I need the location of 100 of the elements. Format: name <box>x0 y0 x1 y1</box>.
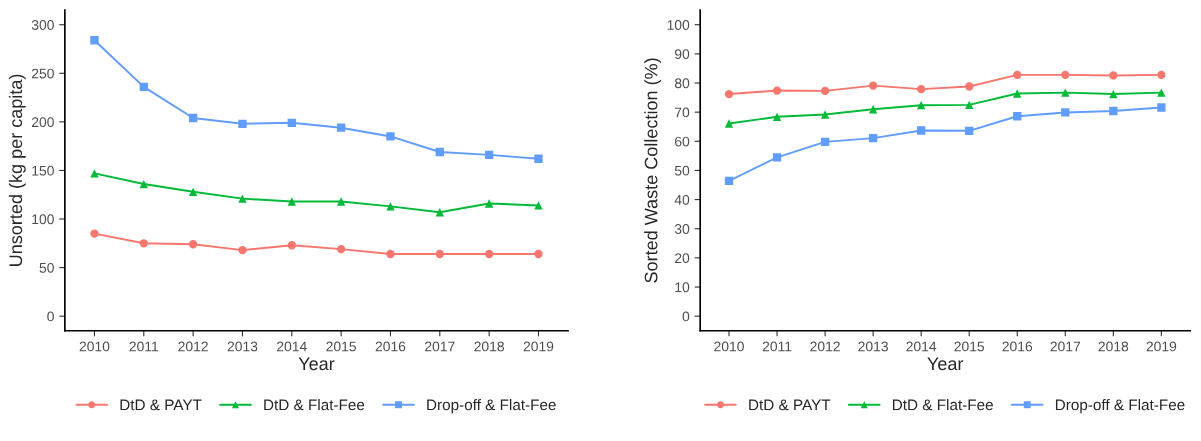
point <box>917 100 926 110</box>
x-tick-label: 2010 <box>79 341 110 352</box>
point <box>965 100 974 110</box>
point <box>336 244 346 254</box>
point <box>1061 70 1070 80</box>
point <box>724 176 734 186</box>
point <box>820 86 830 96</box>
point <box>139 239 148 248</box>
x-tick-label: 2016 <box>1002 341 1033 352</box>
y-tick-label: 100 <box>32 214 54 225</box>
x-tick-label: 2012 <box>810 341 840 352</box>
x-tick-label: 2015 <box>326 341 356 352</box>
y-axis-title: Unsorted (kg per capita) <box>8 74 26 266</box>
point <box>1013 70 1022 80</box>
point <box>1109 71 1118 80</box>
point <box>534 201 543 210</box>
point <box>965 126 974 135</box>
point <box>386 249 395 259</box>
x-tick-label: 2019 <box>523 341 554 352</box>
legend-label: DtD & Flat-Fee <box>892 399 993 411</box>
x-tick-label: 2011 <box>129 341 159 352</box>
x-tick-label: 2011 <box>762 341 792 352</box>
point <box>435 208 444 217</box>
point <box>238 245 247 255</box>
point <box>1157 70 1166 80</box>
point <box>386 132 395 141</box>
y-tick-label: 40 <box>674 194 690 205</box>
y-tick-label: 50 <box>674 165 690 176</box>
x-tick-label: 2013 <box>227 341 258 352</box>
y-tick-label: 10 <box>675 282 690 293</box>
point <box>188 113 198 123</box>
y-tick-label: 0 <box>682 311 690 322</box>
x-tick-label: 2013 <box>858 341 888 352</box>
y-tick-label: 50 <box>39 262 54 273</box>
point <box>484 199 494 208</box>
point <box>1157 88 1166 97</box>
point <box>484 249 494 259</box>
legend-label: Drop-off & Flat-Fee <box>1055 399 1185 414</box>
point <box>1061 88 1070 97</box>
point <box>1109 89 1118 99</box>
x-tick-label: 2012 <box>178 341 208 352</box>
point <box>188 187 198 196</box>
point <box>724 119 734 128</box>
x-tick-label: 2018 <box>474 341 504 352</box>
point <box>386 202 395 211</box>
point <box>772 153 782 162</box>
point <box>534 249 543 259</box>
point <box>287 241 296 250</box>
point <box>139 179 148 189</box>
y-tick-label: 100 <box>667 20 690 30</box>
y-tick-label: 90 <box>674 49 690 60</box>
y-tick-label: 200 <box>31 117 54 128</box>
point <box>90 36 99 45</box>
point <box>287 197 296 206</box>
point <box>1109 106 1118 116</box>
y-tick-label: 300 <box>31 20 54 30</box>
point <box>868 81 878 90</box>
point <box>917 126 926 135</box>
point <box>724 89 734 99</box>
point <box>435 249 444 259</box>
x-tick-label: 2014 <box>277 341 307 352</box>
point <box>1061 108 1070 117</box>
x-tick-label: 2010 <box>714 341 744 352</box>
y-tick-label: 30 <box>674 224 690 234</box>
point <box>484 150 494 160</box>
point <box>90 229 99 238</box>
x-tick-label: 2017 <box>1050 341 1081 352</box>
y-axis-title: Sorted Waste Collection (%) <box>644 58 662 283</box>
x-axis-title: Year <box>298 357 335 371</box>
point <box>917 84 926 94</box>
x-tick-label: 2015 <box>954 341 985 352</box>
point <box>1013 112 1022 121</box>
point <box>965 82 974 91</box>
x-tick-label: 2016 <box>375 341 406 352</box>
y-tick-label: 80 <box>674 78 690 89</box>
point <box>820 110 830 119</box>
x-tick-label: 2014 <box>906 341 937 352</box>
point <box>820 137 830 147</box>
legend-label: Drop-off & Flat-Fee <box>427 399 556 414</box>
point <box>336 123 346 132</box>
y-tick-label: 60 <box>675 136 690 147</box>
point <box>534 154 543 163</box>
x-tick-label: 2018 <box>1098 341 1129 352</box>
x-axis-title: Year <box>927 357 964 371</box>
point <box>1157 103 1166 112</box>
x-tick-label: 2019 <box>1146 341 1177 352</box>
point <box>435 147 444 157</box>
point <box>238 194 247 203</box>
point <box>238 119 247 128</box>
point <box>188 240 198 249</box>
y-tick-label: 20 <box>675 253 690 264</box>
point <box>772 112 782 121</box>
legend-label: DtD & PAYT <box>749 399 831 411</box>
point <box>90 169 99 178</box>
y-tick-label: 150 <box>32 165 54 176</box>
point <box>336 197 346 206</box>
point <box>1013 89 1022 98</box>
x-tick-label: 2017 <box>425 341 455 352</box>
point <box>287 118 296 128</box>
y-tick-label: 0 <box>47 311 54 322</box>
